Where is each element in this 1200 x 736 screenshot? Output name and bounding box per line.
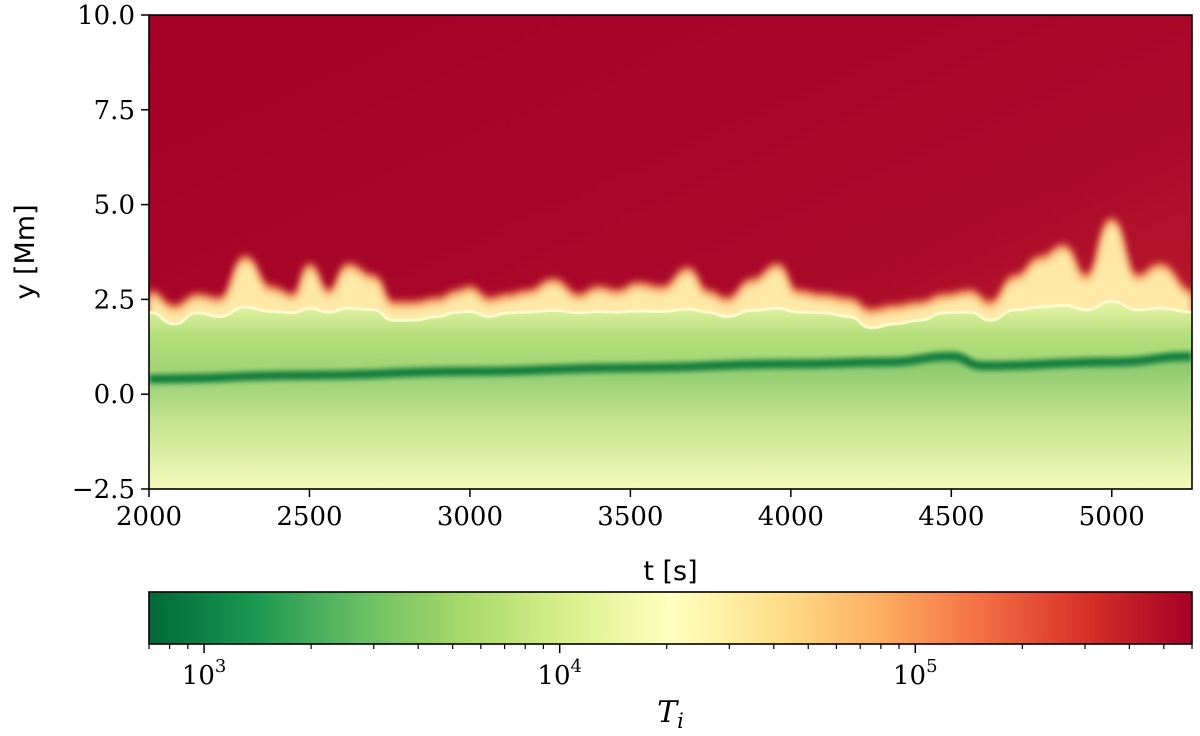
y-tick-label: 10.0 xyxy=(77,1,135,31)
x-tick-label: 5000 xyxy=(1079,502,1145,532)
x-tick-label: 2000 xyxy=(116,502,182,532)
x-axis-label: t [s] xyxy=(643,556,697,587)
y-tick-label: 2.5 xyxy=(94,285,135,315)
colorbar-tick-label: 104 xyxy=(537,656,582,691)
colorbar-tick-label: 103 xyxy=(182,656,227,691)
plot-frame xyxy=(148,14,1193,490)
heatmap-photosphere-region xyxy=(149,358,1192,489)
x-tick-label: 4500 xyxy=(918,502,984,532)
heatmap-transition-edge-line xyxy=(149,299,1192,330)
colorbar-label-subscript: i xyxy=(677,709,684,733)
x-tick-label: 4000 xyxy=(758,502,824,532)
y-tick-label: 7.5 xyxy=(94,96,135,126)
colorbar: 103 104 105 Ti xyxy=(148,591,1193,733)
y-axis-label: y [Mm] xyxy=(10,204,41,299)
colorbar-label-base: T xyxy=(657,695,679,730)
y-tick-label: −2.5 xyxy=(72,475,135,505)
x-tick-label: 2500 xyxy=(276,502,342,532)
x-tick-label: 3500 xyxy=(597,502,663,532)
y-tick-label: 5.0 xyxy=(94,191,135,221)
colorbar-label: Ti xyxy=(657,695,684,733)
y-tick-label: 0.0 xyxy=(94,380,135,410)
heatmap-cool-band xyxy=(149,351,1192,384)
x-axis: 2000 2500 3000 3500 4000 4500 5000 xyxy=(116,489,1145,532)
colorbar-ticks: 103 104 105 xyxy=(148,644,1193,691)
x-tick-label: 3000 xyxy=(437,502,503,532)
colorbar-tick-label: 105 xyxy=(893,656,938,691)
heatmap-plot-area xyxy=(149,15,1192,489)
colorbar-gradient xyxy=(148,591,1193,645)
y-axis: −2.5 0.0 2.5 5.0 7.5 10.0 xyxy=(72,1,149,505)
